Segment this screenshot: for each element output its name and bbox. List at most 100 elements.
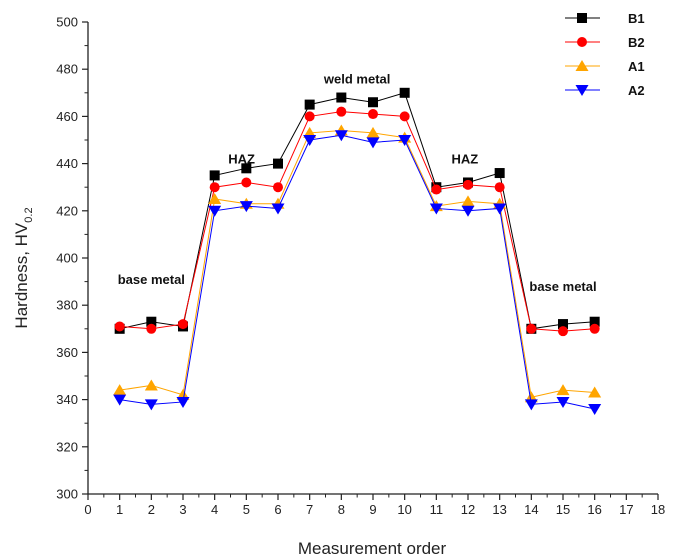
y-axis-label-main: Hardness, HV <box>12 222 31 328</box>
legend-marker-b1 <box>577 13 587 23</box>
region-annotation: base metal <box>118 272 185 287</box>
legend-label-b1: B1 <box>628 11 645 26</box>
y-tick-label: 340 <box>56 392 78 407</box>
x-tick-label: 17 <box>619 502 633 517</box>
legend: B1 B2 A1 A2 <box>565 11 645 98</box>
x-tick-label: 0 <box>84 502 91 517</box>
series-b2-point <box>178 319 188 330</box>
legend-label-a2: A2 <box>628 83 645 98</box>
series-b2-point <box>558 326 568 337</box>
series-b2-point <box>273 182 283 193</box>
series-a2-point <box>366 137 380 149</box>
series-b2-point <box>494 182 505 193</box>
region-annotation: HAZ <box>451 152 478 167</box>
series-b1-point <box>368 97 378 108</box>
series-a1-point <box>208 193 222 204</box>
y-tick-label: 500 <box>56 15 78 30</box>
series-a1-point <box>556 384 570 396</box>
x-tick-label: 8 <box>338 502 345 517</box>
series-b1-point <box>494 168 505 179</box>
series-a2-point <box>398 135 412 146</box>
series-b2-point <box>114 321 125 332</box>
series-b1-point <box>336 92 347 103</box>
legend-marker-b2 <box>577 37 587 47</box>
region-annotation: HAZ <box>228 152 255 167</box>
series-b1-point <box>241 163 252 174</box>
series-b1-point <box>399 87 410 98</box>
series-b2-point <box>336 106 347 117</box>
series-a2-point <box>461 205 475 217</box>
x-tick-label: 1 <box>116 502 123 517</box>
series-a1-point <box>461 195 475 207</box>
series-b1 <box>114 87 600 334</box>
series-a1-point <box>113 384 127 396</box>
x-tick-label: 6 <box>274 502 281 517</box>
x-tick-label: 16 <box>587 502 601 517</box>
legend-item-a1: A1 <box>565 59 645 74</box>
series-b2-point <box>399 111 410 122</box>
series-a2-point <box>588 404 602 416</box>
x-tick-label: 14 <box>524 502 538 517</box>
y-axis-label: Hardness, HV0.2 <box>12 207 35 328</box>
series-a2-point <box>429 203 443 215</box>
series-b1-point <box>273 158 283 169</box>
series-b1-point <box>589 316 600 327</box>
x-tick-label: 18 <box>651 502 665 517</box>
series-a2-point <box>556 396 570 408</box>
y-tick-label: 380 <box>56 298 78 313</box>
x-tick-label: 2 <box>148 502 155 517</box>
y-tick-label: 460 <box>56 109 78 124</box>
series-a1-point <box>366 126 380 138</box>
series-a2-line <box>119 134 595 410</box>
series-b2-point <box>368 109 378 120</box>
legend-label-b2: B2 <box>628 35 645 50</box>
x-tick-label: 9 <box>369 502 376 517</box>
legend-item-b1: B1 <box>565 11 645 26</box>
series-b2-point <box>589 323 600 334</box>
x-tick-label: 5 <box>243 502 250 517</box>
annotation-layer: base metal HAZ weld metal HAZ base metal <box>118 71 597 294</box>
series-layer <box>113 87 602 416</box>
series-a2-point <box>144 399 158 411</box>
series-a2-point <box>239 201 253 213</box>
series-b2-point <box>146 323 157 334</box>
series-a1-line <box>119 130 595 398</box>
series-b1-point <box>304 99 315 110</box>
legend-item-a2: A2 <box>565 83 645 98</box>
series-b2-point <box>304 111 315 122</box>
series-a1-point <box>588 386 602 398</box>
x-tick-label: 11 <box>430 502 444 517</box>
series-a2-point <box>303 135 317 146</box>
x-tick-label: 10 <box>397 502 411 517</box>
series-a2-point <box>271 203 285 215</box>
series-a2-point <box>334 130 348 142</box>
y-tick-label: 300 <box>56 487 78 502</box>
series-b1-line <box>119 92 595 330</box>
x-tick-label: 4 <box>211 502 218 517</box>
x-tick-label: 7 <box>306 502 313 517</box>
legend-marker-a1 <box>575 60 589 71</box>
legend-marker-a2 <box>575 85 589 96</box>
x-tick-label: 15 <box>556 502 570 517</box>
series-a2-point <box>113 394 127 406</box>
y-tick-label: 480 <box>56 62 78 77</box>
region-annotation: base metal <box>529 279 596 294</box>
y-tick-label: 320 <box>56 439 78 454</box>
region-annotation: weld metal <box>323 71 390 86</box>
y-tick-label: 420 <box>56 203 78 218</box>
series-b2-point <box>463 179 473 190</box>
series-a2-point <box>524 399 538 411</box>
x-tick-label: 13 <box>492 502 506 517</box>
series-b2-point <box>209 182 220 193</box>
series-b1-point <box>558 319 568 330</box>
legend-label-a1: A1 <box>628 59 645 74</box>
x-tick-label: 3 <box>179 502 186 517</box>
series-b1-point <box>209 170 220 181</box>
series-a2 <box>113 130 602 416</box>
series-a2-point <box>176 396 190 408</box>
x-tick-label: 12 <box>461 502 475 517</box>
series-b2-point <box>431 184 442 195</box>
y-tick-label: 400 <box>56 251 78 266</box>
